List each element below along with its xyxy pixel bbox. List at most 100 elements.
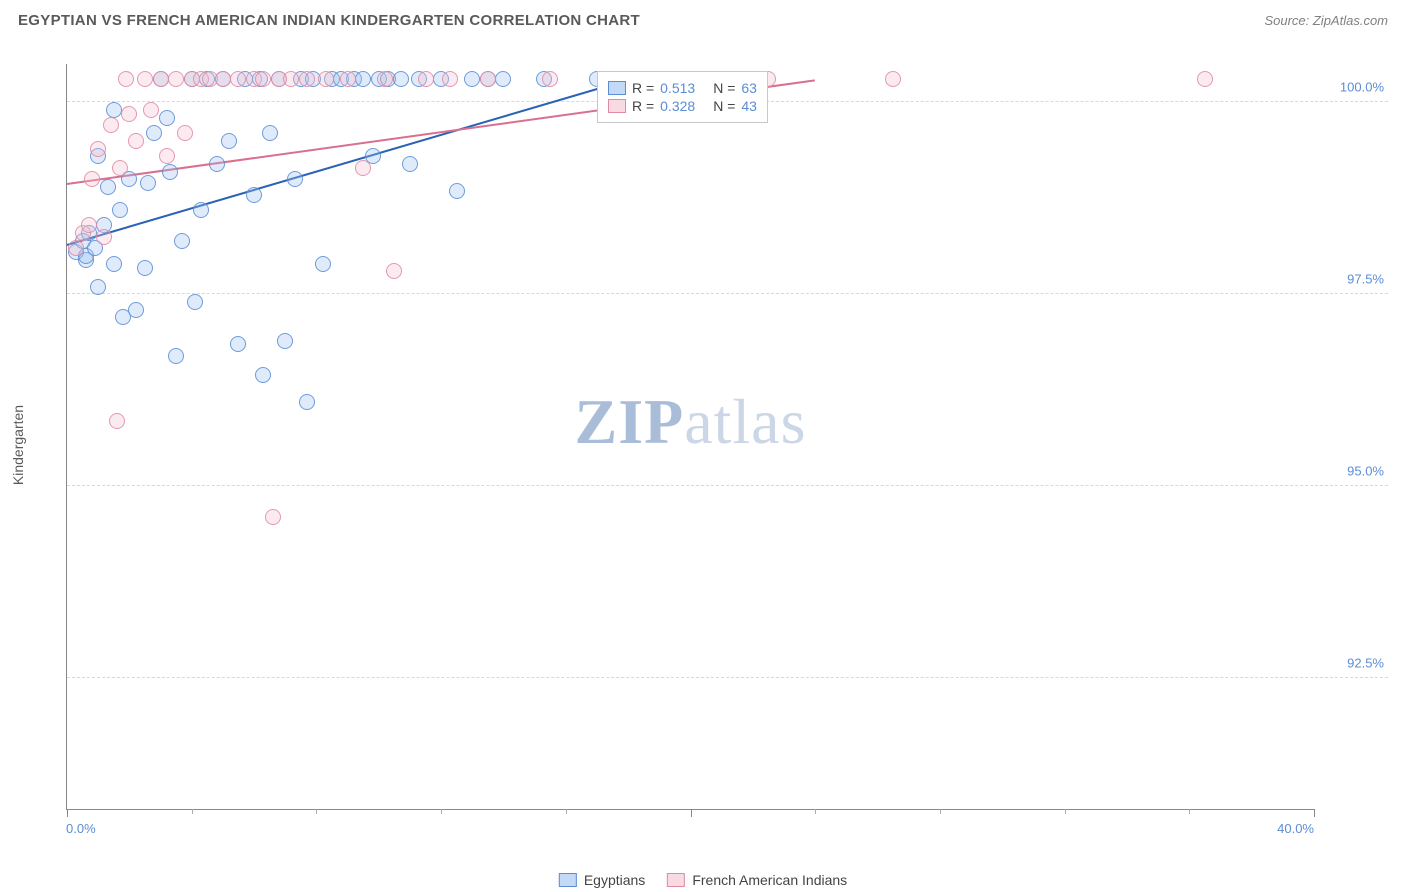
data-point-egyptians — [128, 302, 144, 318]
data-point-egyptians — [159, 110, 175, 126]
data-point-egyptians — [355, 71, 371, 87]
stat-n-label: N = — [713, 80, 735, 96]
data-point-egyptians — [106, 102, 122, 118]
data-point-egyptians — [187, 294, 203, 310]
data-point-egyptians — [449, 183, 465, 199]
data-point-french_american_indians — [68, 240, 84, 256]
data-point-french_american_indians — [121, 106, 137, 122]
legend-item-egyptians: Egyptians — [559, 872, 645, 888]
y-axis-label: Kindergarten — [10, 405, 26, 485]
data-point-egyptians — [464, 71, 480, 87]
legend-swatch-icon — [667, 873, 685, 887]
x-tick-minor — [566, 809, 567, 814]
data-point-french_american_indians — [168, 71, 184, 87]
legend-swatch-icon — [559, 873, 577, 887]
x-tick-minor — [316, 809, 317, 814]
data-point-egyptians — [137, 260, 153, 276]
data-point-french_american_indians — [480, 71, 496, 87]
x-tick-major — [691, 809, 692, 817]
data-point-french_american_indians — [84, 171, 100, 187]
data-point-egyptians — [193, 202, 209, 218]
data-point-egyptians — [221, 133, 237, 149]
stats-legend-row-french_american_indians: R = 0.328N = 43 — [608, 98, 757, 114]
data-point-french_american_indians — [1197, 71, 1213, 87]
legend-swatch-icon — [608, 99, 626, 113]
x-tick-minor — [1189, 809, 1190, 814]
data-point-french_american_indians — [96, 229, 112, 245]
data-point-french_american_indians — [299, 71, 315, 87]
data-point-french_american_indians — [340, 71, 356, 87]
data-point-french_american_indians — [230, 71, 246, 87]
data-point-egyptians — [162, 164, 178, 180]
data-point-egyptians — [209, 156, 225, 172]
data-point-french_american_indians — [143, 102, 159, 118]
stat-n-label: N = — [713, 98, 735, 114]
data-point-egyptians — [100, 179, 116, 195]
data-point-egyptians — [277, 333, 293, 349]
data-point-french_american_indians — [318, 71, 334, 87]
data-point-french_american_indians — [265, 509, 281, 525]
y-tick-label: 92.5% — [1347, 656, 1384, 671]
data-point-french_american_indians — [137, 71, 153, 87]
data-point-egyptians — [393, 71, 409, 87]
data-point-french_american_indians — [81, 217, 97, 233]
data-point-egyptians — [146, 125, 162, 141]
data-point-egyptians — [246, 187, 262, 203]
legend-swatch-icon — [608, 81, 626, 95]
y-tick-label: 100.0% — [1340, 80, 1384, 95]
gridline — [67, 677, 1388, 678]
data-point-french_american_indians — [90, 141, 106, 157]
legend-item-french-american-indians: French American Indians — [667, 872, 847, 888]
x-tick-minor — [192, 809, 193, 814]
data-point-egyptians — [287, 171, 303, 187]
data-point-french_american_indians — [177, 125, 193, 141]
data-point-french_american_indians — [542, 71, 558, 87]
chart-title: EGYPTIAN VS FRENCH AMERICAN INDIAN KINDE… — [18, 12, 640, 29]
x-axis-max-label: 40.0% — [1277, 821, 1314, 836]
x-tick-minor — [1065, 809, 1066, 814]
data-point-egyptians — [315, 256, 331, 272]
chart-area: Kindergarten ZIPatlas 92.5%95.0%97.5%100… — [18, 42, 1388, 848]
chart-source: Source: ZipAtlas.com — [1264, 13, 1388, 28]
x-axis-min-label: 0.0% — [66, 821, 96, 836]
data-point-french_american_indians — [153, 71, 169, 87]
data-point-french_american_indians — [109, 413, 125, 429]
data-point-french_american_indians — [255, 71, 271, 87]
x-tick-minor — [815, 809, 816, 814]
data-point-french_american_indians — [128, 133, 144, 149]
data-point-french_american_indians — [159, 148, 175, 164]
data-point-french_american_indians — [386, 263, 402, 279]
x-tick-major — [1314, 809, 1315, 817]
data-point-french_american_indians — [112, 160, 128, 176]
data-point-french_american_indians — [885, 71, 901, 87]
gridline — [67, 485, 1388, 486]
x-tick-minor — [940, 809, 941, 814]
data-point-egyptians — [255, 367, 271, 383]
stat-r-value: 0.513 — [660, 80, 695, 96]
stat-r-label: R = — [632, 98, 654, 114]
stat-r-value: 0.328 — [660, 98, 695, 114]
data-point-egyptians — [168, 348, 184, 364]
stat-r-label: R = — [632, 80, 654, 96]
y-tick-label: 95.0% — [1347, 464, 1384, 479]
data-point-french_american_indians — [103, 117, 119, 133]
data-point-egyptians — [174, 233, 190, 249]
y-tick-label: 97.5% — [1347, 272, 1384, 287]
gridline — [67, 293, 1388, 294]
data-point-french_american_indians — [283, 71, 299, 87]
data-point-egyptians — [106, 256, 122, 272]
data-point-egyptians — [140, 175, 156, 191]
data-point-french_american_indians — [418, 71, 434, 87]
bottom-legend: Egyptians French American Indians — [559, 872, 847, 888]
watermark: ZIPatlas — [575, 385, 807, 459]
data-point-egyptians — [495, 71, 511, 87]
x-tick-major — [67, 809, 68, 817]
data-point-egyptians — [112, 202, 128, 218]
stats-legend: R = 0.513N = 63R = 0.328N = 43 — [597, 71, 768, 123]
stat-n-value: 63 — [741, 80, 757, 96]
data-point-egyptians — [299, 394, 315, 410]
data-point-french_american_indians — [118, 71, 134, 87]
plot-area: ZIPatlas 92.5%95.0%97.5%100.0%R = 0.513N… — [66, 64, 1314, 810]
data-point-egyptians — [262, 125, 278, 141]
data-point-egyptians — [90, 279, 106, 295]
